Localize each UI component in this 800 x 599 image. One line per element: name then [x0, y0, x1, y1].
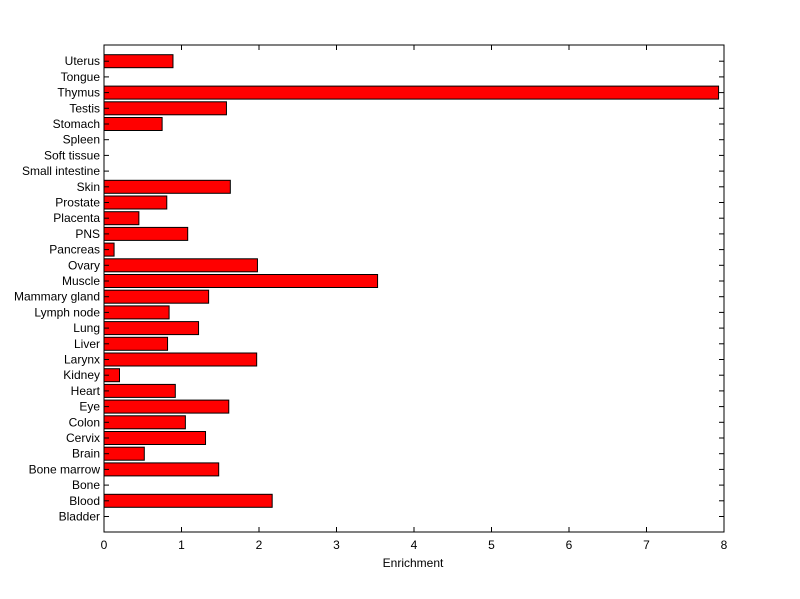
y-tick-label: PNS [75, 227, 100, 241]
y-tick-label: Kidney [63, 368, 100, 382]
bar-ovary [103, 258, 258, 273]
bar-blood [103, 493, 273, 508]
y-tick-label: Blood [69, 494, 100, 508]
y-tick-label: Uterus [65, 54, 100, 68]
y-tick-label: Stomach [53, 117, 100, 131]
bar-mammary-gland [103, 289, 210, 304]
bar-prostate [103, 195, 168, 210]
bar-lymph-node [103, 305, 170, 320]
y-tick-label: Bone marrow [29, 462, 101, 476]
x-tick-label: 6 [566, 538, 573, 552]
bar-bone-marrow [103, 462, 220, 477]
x-tick-label: 7 [643, 538, 650, 552]
y-tick-label: Ovary [68, 258, 100, 272]
bar-eye [103, 399, 230, 414]
y-tick-label: Mammary gland [14, 290, 100, 304]
bar-colon [103, 415, 186, 430]
ticks-group [103, 45, 725, 532]
y-tick-label: Colon [69, 415, 100, 429]
y-tick-label: Small intestine [22, 164, 100, 178]
bar-muscle [103, 274, 379, 288]
x-tick-label: 2 [256, 538, 263, 552]
y-tick-label: Testis [69, 101, 100, 115]
x-tick-label: 4 [411, 538, 418, 552]
x-tick-label: 1 [178, 538, 185, 552]
y-tick-label: Cervix [66, 431, 100, 445]
x-tick-label: 0 [101, 538, 108, 552]
y-tick-label: Lymph node [34, 305, 100, 319]
y-tick-label: Brain [72, 447, 100, 461]
y-tick-label: Bone [72, 478, 100, 492]
y-tick-label: Prostate [55, 196, 100, 210]
bar-brain [103, 446, 145, 461]
y-tick-label: Liver [74, 337, 100, 351]
y-tick-label: Bladder [59, 510, 100, 524]
x-axis-title: Enrichment [383, 556, 444, 570]
bar-larynx [103, 352, 258, 367]
y-tick-label: Spleen [63, 133, 100, 147]
y-tick-label: Lung [73, 321, 100, 335]
y-tick-label: Soft tissue [44, 148, 100, 162]
y-tick-label: Heart [71, 384, 101, 398]
y-tick-label: Muscle [62, 274, 100, 288]
y-tick-label: Eye [79, 400, 100, 414]
bars-group [103, 54, 720, 508]
y-tick-label: Skin [77, 180, 100, 194]
bar-cervix [103, 431, 207, 445]
bar-uterus [103, 54, 174, 69]
bar-skin [103, 179, 231, 194]
bar-placenta [103, 211, 140, 226]
bar-pns [103, 226, 189, 241]
y-tick-label: Larynx [64, 353, 100, 367]
bar-lung [103, 321, 200, 336]
x-tick-label: 8 [721, 538, 728, 552]
bar-testis [103, 101, 227, 116]
y-tick-label: Placenta [53, 211, 100, 225]
plot-area [104, 45, 724, 532]
y-tick-label: Thymus [57, 86, 100, 100]
bar-heart [103, 383, 176, 398]
x-tick-label: 3 [333, 538, 340, 552]
bar-thymus [103, 85, 720, 100]
x-tick-label: 5 [488, 538, 495, 552]
bar-stomach [103, 117, 163, 131]
y-tick-label: Tongue [61, 70, 101, 84]
bar-liver [103, 336, 169, 351]
y-tick-label: Pancreas [49, 243, 100, 257]
